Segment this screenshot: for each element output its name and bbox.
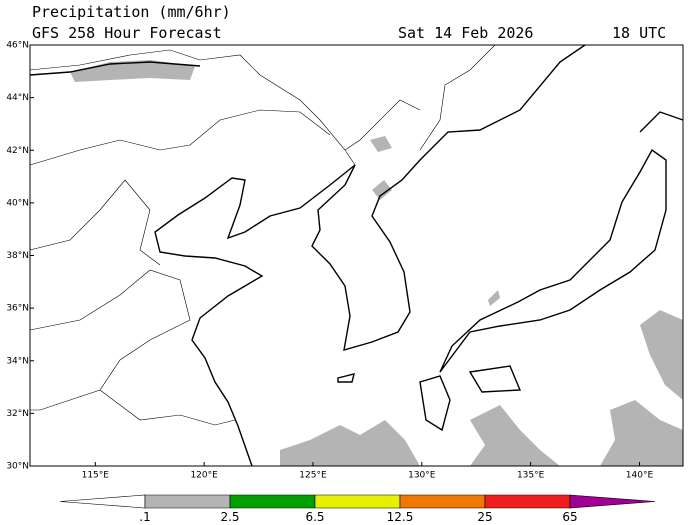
precip-area: [280, 420, 420, 466]
lat-tick-label: 40°N: [6, 198, 29, 208]
map-background: [30, 45, 683, 466]
colorbar-segment: [314, 494, 401, 509]
lon-tick-label: 120°E: [190, 471, 218, 481]
map-area: [29, 44, 684, 467]
lat-tick-label: 32°N: [6, 409, 29, 419]
colorbar-label: 6.5: [305, 510, 324, 524]
precip-areas: [70, 60, 683, 466]
colorbar-segment: [229, 494, 316, 509]
colorbar-label: 65: [562, 510, 577, 524]
lat-tick-label: 42°N: [6, 146, 29, 156]
lat-tick-label: 30°N: [6, 462, 29, 472]
precip-area: [640, 310, 683, 400]
lon-tick-label: 115°E: [82, 471, 110, 481]
precip-area: [372, 180, 392, 200]
colorbar-segment: [569, 494, 656, 509]
lat-tick-label: 44°N: [6, 93, 29, 103]
colorbar-segment: [59, 494, 146, 509]
lat-tick-label: 36°N: [6, 304, 29, 314]
coastlines: [29, 44, 684, 467]
colorbar-label: .1: [139, 510, 150, 524]
colorbar-segment: [144, 494, 231, 509]
graticule-ticks: 115°E 120°E 125°E 130°E 135°E 140°E 30°N 32°N 34…: [6, 41, 653, 481]
valid-date: Sat 14 Feb 2026: [398, 24, 533, 42]
precip-area: [600, 400, 683, 466]
lon-tick-label: 130°E: [408, 471, 436, 481]
colorbar: .1 2.5 6.5 12.5 25 65: [59, 494, 656, 524]
colorbar-segment: [399, 494, 486, 509]
lat-tick-label: 46°N: [6, 41, 29, 51]
precip-area: [488, 290, 500, 306]
colorbar-label: 25: [477, 510, 492, 524]
colorbar-segment: [484, 494, 571, 509]
precip-area: [470, 405, 560, 466]
lat-tick-label: 38°N: [6, 251, 29, 261]
title: Precipitation (mm/6hr): [32, 3, 231, 21]
model-run: GFS 258 Hour Forecast: [32, 24, 222, 42]
precip-area: [370, 136, 392, 152]
lat-tick-label: 34°N: [6, 356, 29, 366]
lon-tick-label: 140°E: [626, 471, 654, 481]
borders: [29, 44, 496, 426]
lon-tick-label: 135°E: [517, 471, 545, 481]
lon-tick-label: 125°E: [299, 471, 327, 481]
valid-time: 18 UTC: [612, 24, 666, 42]
colorbar-label: 12.5: [387, 510, 414, 524]
colorbar-label: 2.5: [220, 510, 239, 524]
